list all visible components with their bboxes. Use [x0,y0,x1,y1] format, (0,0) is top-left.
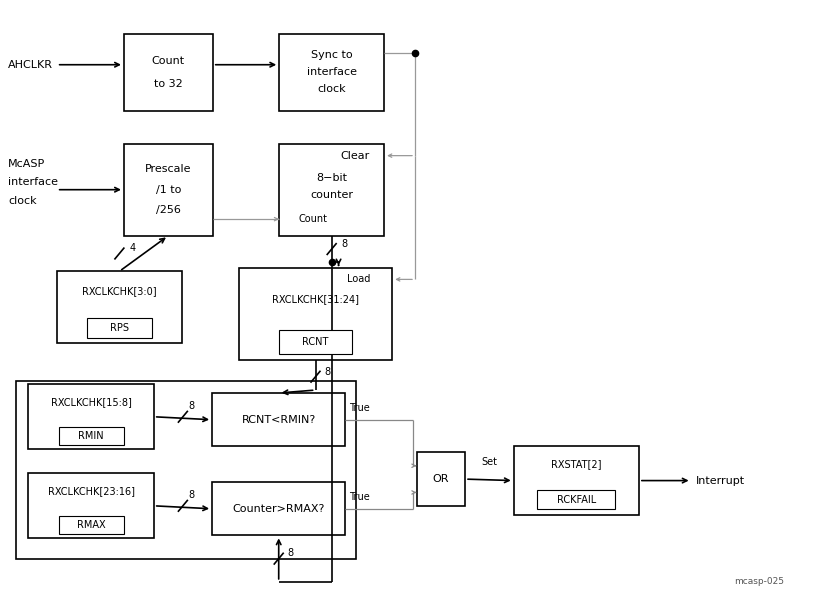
Bar [514,447,639,515]
Text: /1 to: /1 to [155,185,181,194]
Text: Load: Load [347,275,370,284]
Bar [538,490,615,509]
Bar [212,482,346,536]
Text: 8−bit: 8−bit [316,173,347,183]
Text: Count: Count [298,214,327,224]
Bar [56,272,182,343]
Bar [87,318,152,338]
Text: Clear: Clear [340,150,369,161]
Text: AHCLKR: AHCLKR [8,60,53,70]
Text: RXCLKCHK[31:24]: RXCLKCHK[31:24] [272,294,359,304]
Text: Interrupt: Interrupt [695,476,745,486]
Text: RXCLKCHK[3:0]: RXCLKCHK[3:0] [82,287,157,296]
Text: RMAX: RMAX [77,520,105,530]
Text: mcasp-025: mcasp-025 [734,577,784,586]
Bar [59,427,123,445]
Text: True: True [350,492,370,502]
Text: 8: 8 [288,548,294,557]
Text: Prescale: Prescale [145,164,191,175]
Text: RCKFAIL: RCKFAIL [556,495,596,504]
Text: interface: interface [306,67,357,78]
Text: 4: 4 [129,243,136,253]
Text: /256: /256 [156,205,181,215]
Bar [279,34,384,111]
Text: Counter>RMAX?: Counter>RMAX? [233,504,325,514]
Text: clock: clock [317,84,346,95]
Text: RCNT<RMIN?: RCNT<RMIN? [242,415,316,425]
Text: 8: 8 [324,367,331,377]
Text: 8: 8 [188,490,194,500]
Text: McASP: McASP [8,159,46,169]
Text: 8: 8 [188,401,194,411]
Text: RMIN: RMIN [78,430,104,441]
Bar [59,515,123,534]
Bar [239,268,392,361]
Bar [29,384,154,450]
Text: to 32: to 32 [154,79,183,89]
Text: interface: interface [8,178,58,187]
Text: 8: 8 [342,240,348,249]
Text: Sync to: Sync to [310,51,352,60]
Bar [29,473,154,538]
Text: RXSTAT[2]: RXSTAT[2] [551,459,601,469]
Bar [16,381,356,559]
Text: Count: Count [152,56,185,66]
Bar [212,393,346,447]
Text: clock: clock [8,196,37,206]
Text: True: True [350,403,370,413]
Text: Set: Set [481,458,498,468]
Text: RXCLKCHK[23:16]: RXCLKCHK[23:16] [47,486,135,497]
Bar [279,330,352,354]
Bar [124,34,212,111]
Bar [124,144,212,236]
Text: RPS: RPS [110,323,129,332]
Text: OR: OR [432,474,449,484]
Text: RXCLKCHK[15:8]: RXCLKCHK[15:8] [51,397,132,408]
Text: counter: counter [310,190,353,200]
Bar [279,144,384,236]
Text: RCNT: RCNT [302,337,328,347]
Bar [417,452,465,506]
